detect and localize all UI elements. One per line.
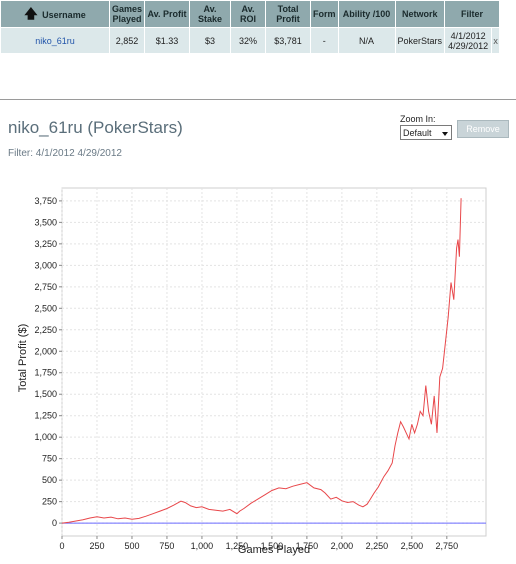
y-axis: 0 250 500 750 1,000 1,250 1,500 1,750 2,000 2,250…: [34, 196, 62, 528]
username-link[interactable]: niko_61ru: [35, 35, 75, 46]
cell-form: -: [310, 27, 339, 54]
close-icon[interactable]: x: [493, 35, 498, 46]
y-tick-label: 2,000: [34, 346, 57, 356]
column-header-av-stake[interactable]: Av. Stake: [189, 0, 232, 28]
x-tick-label: 1,500: [261, 541, 284, 551]
column-header-username[interactable]: 🡅 Username: [0, 0, 110, 28]
cell-username: niko_61ru: [0, 27, 110, 54]
player-stats-table: 🡅 Username Games Played Av. Profit Av. S…: [0, 0, 501, 54]
column-header-av-profit[interactable]: Av. Profit: [144, 0, 191, 28]
x-tick-label: 0: [59, 541, 64, 551]
cell-total-profit: $3,781: [265, 27, 312, 54]
cell-av-stake: $3: [189, 27, 232, 54]
y-tick-label: 3,000: [34, 260, 57, 270]
column-header-games-played[interactable]: Games Played: [108, 0, 146, 28]
column-header-network[interactable]: Network: [394, 0, 446, 28]
y-axis-label: Total Profit ($): [17, 324, 29, 392]
cell-filter: 4/1/2012 4/29/2012: [444, 27, 493, 54]
cell-games-played: 2,852: [108, 27, 146, 54]
x-tick-label: 1,750: [296, 541, 319, 551]
y-tick-label: 1,250: [34, 411, 57, 421]
cell-close: x: [491, 27, 501, 54]
filter-end-date: 4/29/2012: [448, 40, 489, 51]
section-divider: [0, 99, 516, 100]
profit-chart: 0 250 500 750 1,000 1,250 1,500 1,750 2,000 2,250…: [17, 187, 487, 556]
profit-series-line: [61, 198, 462, 524]
y-tick-label: 3,250: [34, 239, 57, 249]
y-tick-label: 3,500: [34, 217, 57, 227]
x-tick-label: 1,250: [226, 541, 249, 551]
chart-title: niko_61ru (PokerStars): [8, 118, 183, 137]
column-header-total-profit[interactable]: Total Profit: [265, 0, 312, 28]
x-tick-label: 250: [89, 541, 104, 551]
cell-av-profit: $1.33: [144, 27, 191, 54]
column-header-ability[interactable]: Ability /100: [337, 0, 396, 28]
y-tick-label: 2,750: [34, 282, 57, 292]
x-tick-label: 2,000: [331, 541, 354, 551]
column-header-av-roi[interactable]: Av. ROI: [230, 0, 267, 28]
x-tick-label: 2,750: [436, 541, 459, 551]
y-tick-label: 750: [42, 454, 57, 464]
column-header-filter: Filter: [444, 0, 501, 28]
y-tick-label: 3,750: [34, 196, 57, 206]
series-group: [61, 198, 462, 524]
x-axis: 0 250 500 750 1,000 1,250 1,500 1,750 2,000 2,250…: [59, 536, 458, 551]
sort-up-arrow-icon[interactable]: 🡅: [24, 5, 38, 21]
cell-av-roi: 32%: [230, 27, 267, 54]
cell-network: PokerStars: [394, 27, 446, 54]
plot-area: [61, 187, 487, 537]
x-axis-label: Games Played: [238, 544, 310, 556]
column-header-form[interactable]: Form: [310, 0, 339, 28]
x-tick-label: 750: [159, 541, 174, 551]
x-tick-label: 500: [124, 541, 139, 551]
x-tick-label: 1,000: [191, 541, 214, 551]
remove-button[interactable]: Remove: [457, 120, 509, 138]
table-header-row: 🡅 Username Games Played Av. Profit Av. S…: [0, 0, 501, 28]
y-tick-label: 250: [42, 497, 57, 507]
x-tick-label: 2,250: [366, 541, 389, 551]
y-tick-label: 1,000: [34, 432, 57, 442]
y-tick-label: 500: [42, 475, 57, 485]
y-tick-label: 1,750: [34, 368, 57, 378]
table-row: niko_61ru 2,852 $1.33 $3 32% $3,781 - N/…: [0, 27, 501, 54]
chevron-down-icon: [442, 132, 448, 136]
zoom-select[interactable]: Default: [400, 125, 452, 140]
filter-text: Filter: 4/1/2012 4/29/2012: [8, 148, 122, 159]
y-tick-label: 0: [52, 518, 57, 528]
zoom-select-value: Default: [403, 128, 432, 138]
filter-start-date: 4/1/2012: [450, 30, 486, 41]
y-tick-label: 1,500: [34, 389, 57, 399]
x-tick-label: 2,500: [401, 541, 424, 551]
y-tick-label: 2,500: [34, 303, 57, 313]
y-tick-label: 2,250: [34, 325, 57, 335]
cell-ability: N/A: [337, 27, 396, 54]
zoom-label: Zoom In:: [400, 114, 436, 124]
